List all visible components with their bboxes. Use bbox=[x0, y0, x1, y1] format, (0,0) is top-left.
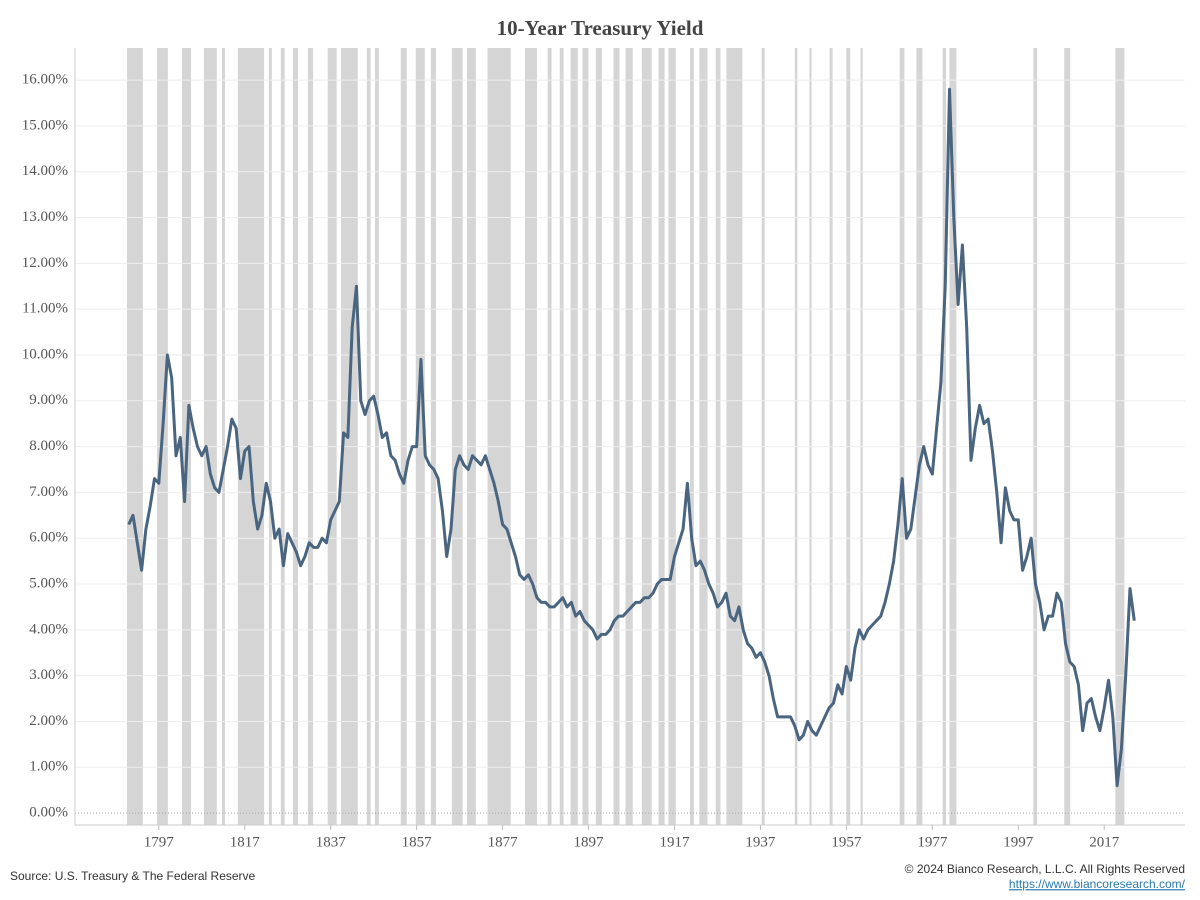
recession-band bbox=[126, 48, 143, 825]
recession-band bbox=[280, 48, 285, 825]
recession-band bbox=[400, 48, 407, 825]
recession-band bbox=[794, 48, 798, 825]
grid bbox=[75, 79, 1185, 814]
recession-band bbox=[613, 48, 620, 825]
recession-band bbox=[846, 48, 851, 825]
recession-band bbox=[899, 48, 905, 825]
recession-band bbox=[916, 48, 923, 825]
yield-line bbox=[127, 87, 1136, 788]
recession-band bbox=[221, 48, 225, 825]
x-tick-label: 1977 bbox=[917, 834, 948, 850]
recession-band bbox=[268, 48, 272, 825]
recession-band bbox=[689, 48, 694, 825]
plot bbox=[127, 87, 1136, 788]
x-tick-label: 1957 bbox=[831, 834, 862, 850]
recession-band bbox=[949, 48, 957, 825]
y-tick-label: 12.00% bbox=[22, 255, 68, 271]
recession-band bbox=[547, 48, 552, 825]
recession-band bbox=[1115, 48, 1125, 825]
x-tick-label: 1997 bbox=[1003, 834, 1034, 850]
x-tick-label: 1857 bbox=[402, 834, 433, 850]
recession-band bbox=[829, 48, 833, 825]
website-link[interactable]: https://www.biancoresearch.com/ bbox=[1009, 877, 1186, 891]
x-tick-label: 1877 bbox=[488, 834, 519, 850]
recession-band bbox=[942, 48, 947, 825]
x-tick-label: 1797 bbox=[144, 834, 175, 850]
recession-band bbox=[237, 48, 265, 825]
y-tick-label: 11.00% bbox=[22, 301, 68, 317]
shaded-bands bbox=[126, 48, 1125, 825]
recession-band bbox=[809, 48, 812, 825]
recession-band bbox=[415, 48, 425, 825]
source-note: Source: U.S. Treasury & The Federal Rese… bbox=[10, 869, 256, 883]
y-tick-label: 3.00% bbox=[29, 667, 68, 683]
recession-band bbox=[761, 48, 765, 825]
recession-band bbox=[366, 48, 371, 825]
x-tick-label: 1937 bbox=[745, 834, 776, 850]
recession-band bbox=[307, 48, 314, 825]
recession-band bbox=[570, 48, 578, 825]
x-tick-label: 1837 bbox=[316, 834, 347, 850]
recession-band bbox=[726, 48, 743, 825]
recession-band bbox=[641, 48, 652, 825]
y-tick-label: 6.00% bbox=[29, 530, 68, 546]
x-tick-label: 2017 bbox=[1089, 834, 1120, 850]
y-tick-label: 5.00% bbox=[29, 575, 68, 591]
y-tick-label: 2.00% bbox=[29, 713, 68, 729]
recession-band bbox=[203, 48, 217, 825]
recession-band bbox=[466, 48, 476, 825]
recession-band bbox=[715, 48, 721, 825]
recession-band bbox=[487, 48, 511, 825]
recession-band bbox=[582, 48, 589, 825]
y-tick-label: 7.00% bbox=[29, 484, 68, 500]
copyright: © 2024 Bianco Research, L.L.C. All Right… bbox=[905, 862, 1185, 876]
y-tick-label: 0.00% bbox=[29, 805, 68, 821]
y-tick-label: 1.00% bbox=[29, 759, 68, 775]
recession-band bbox=[327, 48, 337, 825]
y-tick-label: 14.00% bbox=[22, 163, 68, 179]
recession-band bbox=[1033, 48, 1038, 825]
recession-band bbox=[625, 48, 633, 825]
x-tick-label: 1817 bbox=[230, 834, 261, 850]
recession-band bbox=[292, 48, 299, 825]
recession-band bbox=[430, 48, 436, 825]
y-tick-label: 4.00% bbox=[29, 621, 68, 637]
recession-band bbox=[559, 48, 564, 825]
recession-band bbox=[524, 48, 537, 825]
recession-band bbox=[1064, 48, 1071, 825]
y-tick-label: 13.00% bbox=[22, 209, 68, 225]
recession-band bbox=[668, 48, 676, 825]
y-tick-label: 15.00% bbox=[22, 117, 68, 133]
recession-band bbox=[595, 48, 602, 825]
y-tick-label: 16.00% bbox=[22, 72, 68, 88]
recession-band bbox=[860, 48, 863, 825]
recession-band bbox=[451, 48, 463, 825]
chart-title: 10-Year Treasury Yield bbox=[497, 16, 704, 40]
x-tick-label: 1897 bbox=[574, 834, 605, 850]
y-tick-label: 9.00% bbox=[29, 392, 68, 408]
x-tick-label: 1917 bbox=[659, 834, 690, 850]
recession-band bbox=[699, 48, 708, 825]
recession-band bbox=[374, 48, 379, 825]
y-tick-label: 8.00% bbox=[29, 438, 68, 454]
recession-band bbox=[658, 48, 665, 825]
y-tick-label: 10.00% bbox=[22, 346, 68, 362]
